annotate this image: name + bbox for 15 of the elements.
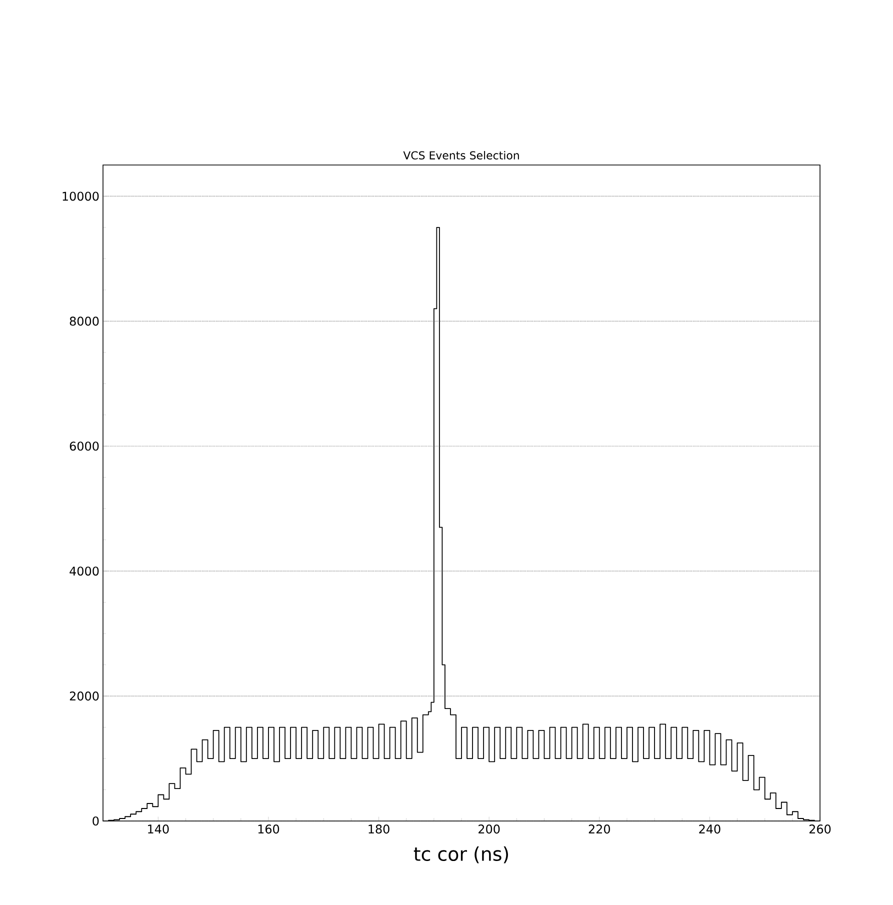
chart-title: VCS Events Selection xyxy=(403,150,519,160)
y-tick-label: 4000 xyxy=(70,566,99,576)
x-axis-title: tc cor (ns) xyxy=(414,846,508,864)
y-tick-label: 8000 xyxy=(70,316,99,326)
x-tick-label: 240 xyxy=(699,824,720,834)
x-tick-label: 180 xyxy=(368,824,390,834)
x-tick-label: 260 xyxy=(809,824,831,834)
y-tick-label: 6000 xyxy=(70,442,99,451)
x-tick-label: 160 xyxy=(258,824,280,834)
x-tick-label: 220 xyxy=(588,824,610,834)
x-tick-label: 140 xyxy=(148,824,169,834)
x-tick-label: 200 xyxy=(478,824,500,834)
y-tick-label: 0 xyxy=(92,816,99,826)
y-tick-label: 10000 xyxy=(62,192,99,201)
y-tick-label: 2000 xyxy=(70,692,99,701)
